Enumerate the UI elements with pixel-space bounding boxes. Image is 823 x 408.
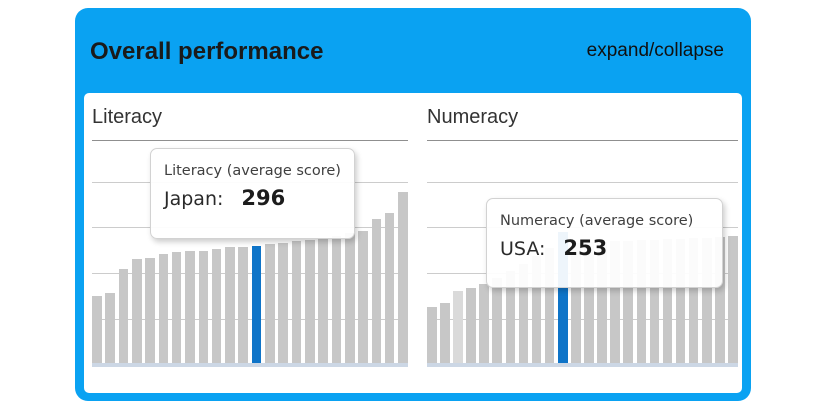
- bar[interactable]: [358, 231, 368, 363]
- highlighted-bar[interactable]: [251, 246, 262, 363]
- card-title: Overall performance: [90, 38, 324, 65]
- bar[interactable]: [198, 251, 209, 363]
- bar[interactable]: [105, 293, 115, 363]
- bar[interactable]: [688, 238, 699, 363]
- overall-performance-card: Overall performance expand/collapse Lite…: [75, 8, 751, 401]
- bar[interactable]: [597, 242, 607, 363]
- bar[interactable]: [291, 241, 302, 363]
- bar[interactable]: [492, 278, 503, 363]
- bar[interactable]: [344, 233, 355, 363]
- bar[interactable]: [145, 258, 155, 363]
- bar[interactable]: [466, 288, 476, 363]
- bar[interactable]: [623, 241, 633, 363]
- bar[interactable]: [571, 243, 581, 363]
- literacy-tooltip: Literacy (average score) Japan: 296: [150, 148, 355, 239]
- tooltip-country-label: Japan:: [164, 188, 224, 210]
- numeracy-chart-title: Numeracy: [427, 103, 738, 141]
- bar[interactable]: [278, 243, 288, 363]
- bar[interactable]: [318, 238, 328, 363]
- bar[interactable]: [225, 247, 235, 363]
- gridline: [427, 182, 738, 183]
- bar[interactable]: [158, 254, 169, 363]
- literacy-chart-title: Literacy: [92, 103, 408, 141]
- bar[interactable]: [675, 239, 686, 363]
- bar[interactable]: [185, 251, 195, 363]
- bar[interactable]: [715, 237, 725, 363]
- highlighted-bar[interactable]: [557, 232, 568, 363]
- charts-panel: Literacy Literacy (average score) Japan:…: [84, 93, 742, 393]
- literacy-chart: Literacy Literacy (average score) Japan:…: [92, 103, 408, 373]
- gridline: [92, 319, 408, 320]
- bar[interactable]: [610, 241, 620, 363]
- bar[interactable]: [453, 291, 463, 363]
- bar[interactable]: [92, 296, 102, 363]
- numeracy-bars: [427, 138, 738, 363]
- bar[interactable]: [238, 247, 249, 363]
- bar[interactable]: [398, 192, 408, 363]
- bar[interactable]: [371, 219, 382, 363]
- bar[interactable]: [636, 240, 647, 363]
- gridline: [427, 319, 738, 320]
- bar[interactable]: [701, 238, 712, 363]
- bar[interactable]: [118, 269, 129, 363]
- bar[interactable]: [479, 284, 489, 363]
- bar[interactable]: [131, 259, 142, 363]
- tooltip-title: Numeracy (average score): [500, 213, 694, 229]
- numeracy-chart: Numeracy Numeracy (average score) USA: 2…: [427, 103, 738, 373]
- bar[interactable]: [427, 307, 437, 363]
- bar[interactable]: [531, 256, 542, 363]
- bar[interactable]: [211, 249, 222, 363]
- bar[interactable]: [518, 264, 529, 363]
- bar[interactable]: [384, 213, 395, 363]
- bar[interactable]: [440, 303, 450, 363]
- gridline: [92, 273, 408, 274]
- tooltip-score-value: 296: [241, 186, 286, 210]
- bar[interactable]: [265, 244, 275, 363]
- bar[interactable]: [331, 236, 342, 363]
- bar[interactable]: [505, 271, 516, 363]
- x-axis-baseline: [427, 363, 738, 367]
- bar[interactable]: [544, 248, 555, 363]
- x-axis-baseline: [92, 363, 408, 367]
- tooltip-score-value: 253: [563, 236, 608, 260]
- expand-collapse-control[interactable]: expand/collapse: [586, 40, 724, 61]
- tooltip-country-label: USA:: [500, 238, 546, 260]
- literacy-bars: [92, 138, 408, 363]
- numeracy-tooltip: Numeracy (average score) USA: 253: [486, 198, 723, 288]
- bar[interactable]: [662, 239, 673, 363]
- bar[interactable]: [171, 252, 182, 363]
- bar[interactable]: [584, 242, 594, 363]
- tooltip-title: Literacy (average score): [164, 163, 341, 179]
- bar[interactable]: [728, 236, 738, 363]
- bar[interactable]: [305, 240, 315, 363]
- bar[interactable]: [649, 240, 660, 363]
